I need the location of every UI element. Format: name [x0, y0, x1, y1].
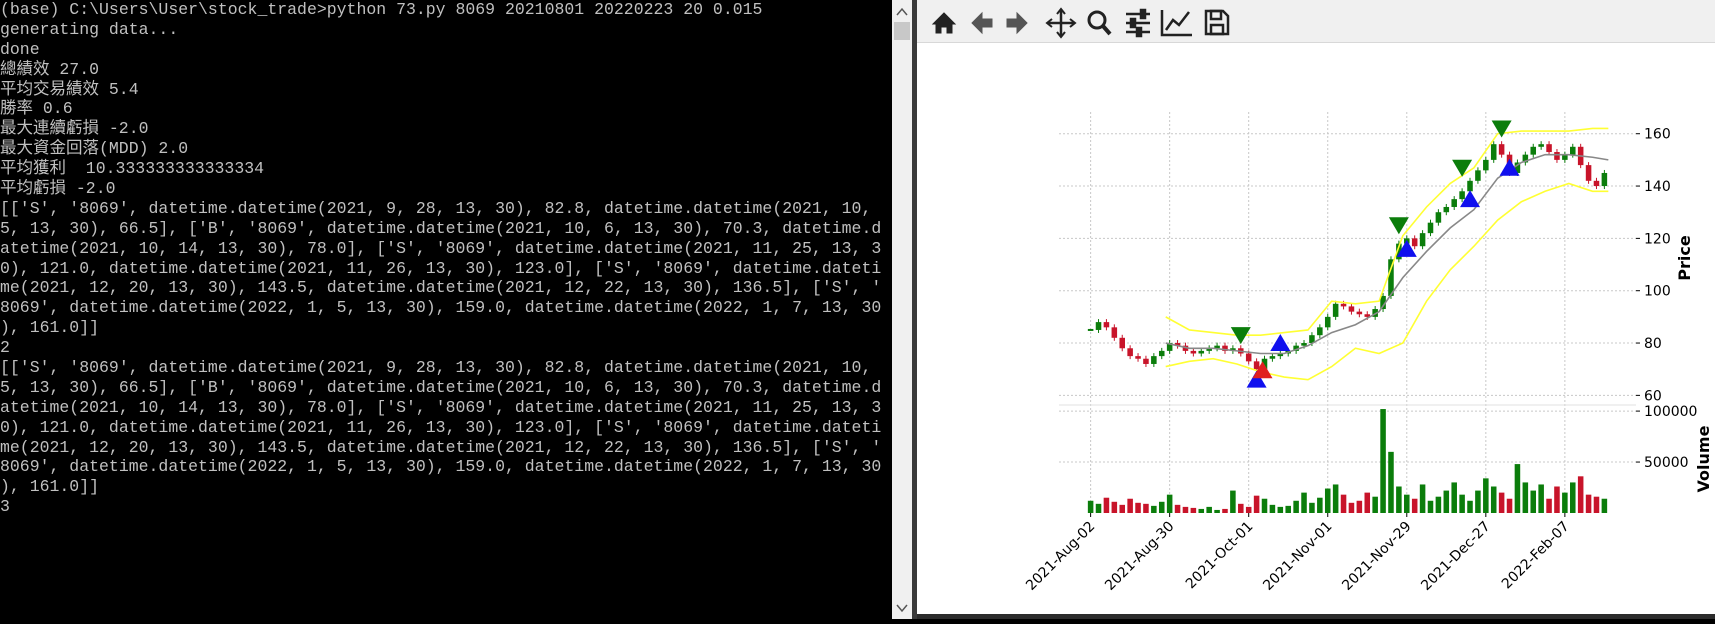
terminal-line: 8069', datetime.datetime(2022, 1, 5, 13,… — [0, 457, 882, 477]
terminal-line: (base) C:\Users\User\stock_trade>python … — [0, 0, 763, 19]
save-button[interactable] — [1204, 9, 1230, 36]
terminal-line: 平均交易績效 5.4 — [0, 79, 139, 99]
terminal-line: 勝率 0.6 — [0, 99, 73, 119]
figure-window — [917, 0, 1715, 614]
scroll-down[interactable] — [896, 604, 908, 613]
terminal-line: 平均獲利 10.333333333333334 — [0, 159, 265, 179]
toolbar — [917, 0, 1715, 43]
terminal-line: atetime(2021, 10, 14, 13, 30), 78.0], ['… — [0, 238, 882, 258]
terminal-line: generating data... — [0, 19, 179, 39]
terminal-line: 平均虧損 -2.0 — [0, 179, 116, 199]
terminal-line: done — [0, 39, 40, 59]
pan-button[interactable] — [1045, 7, 1077, 39]
zoom-button[interactable] — [1087, 10, 1112, 36]
scroll-up[interactable] — [896, 7, 908, 16]
terminal-line: [['S', '8069', datetime.datetime(2021, 9… — [0, 198, 872, 218]
terminal-line: 0), 121.0, datetime.datetime(2021, 11, 2… — [0, 417, 882, 437]
toolbar-icons — [931, 7, 1230, 39]
terminal-line: 5, 13, 30), 66.5], ['B', '8069', datetim… — [0, 218, 882, 238]
terminal-line: [['S', '8069', datetime.datetime(2021, 9… — [0, 358, 872, 378]
terminal-line: 總績效 27.0 — [0, 59, 100, 79]
window-divider — [912, 0, 917, 619]
terminal-line: 最大連續虧損 -2.0 — [0, 119, 149, 139]
terminal-line: 8069', datetime.datetime(2022, 1, 5, 13,… — [0, 298, 882, 318]
terminal-line: ), 161.0]] — [0, 477, 100, 497]
terminal-scrollbar[interactable] — [892, 0, 912, 619]
axes-button[interactable] — [1160, 10, 1192, 37]
terminal-line: 3 — [0, 497, 10, 517]
terminal[interactable]: (base) C:\Users\User\stock_trade>python … — [0, 0, 892, 619]
terminal-line: 0), 121.0, datetime.datetime(2021, 11, 2… — [0, 258, 882, 278]
terminal-line: ), 161.0]] — [0, 318, 100, 338]
terminal-line: atetime(2021, 10, 14, 13, 30), 78.0], ['… — [0, 397, 882, 417]
home-button[interactable] — [931, 12, 957, 34]
terminal-line: me(2021, 12, 20, 13, 30), 143.5, datetim… — [0, 278, 882, 298]
terminal-line: 5, 13, 30), 66.5], ['B', '8069', datetim… — [0, 377, 882, 397]
forward-button[interactable] — [1006, 11, 1028, 35]
terminal-line: me(2021, 12, 20, 13, 30), 143.5, datetim… — [0, 437, 882, 457]
scrollbar-parts — [894, 7, 910, 613]
terminal-line: 最大資金回落(MDD) 2.0 — [0, 139, 189, 159]
configure-button[interactable] — [1126, 8, 1150, 38]
scroll-thumb[interactable] — [894, 22, 910, 40]
terminal-line: 2 — [0, 338, 10, 358]
back-button[interactable] — [971, 11, 993, 35]
taskbar-strip — [917, 614, 1715, 619]
